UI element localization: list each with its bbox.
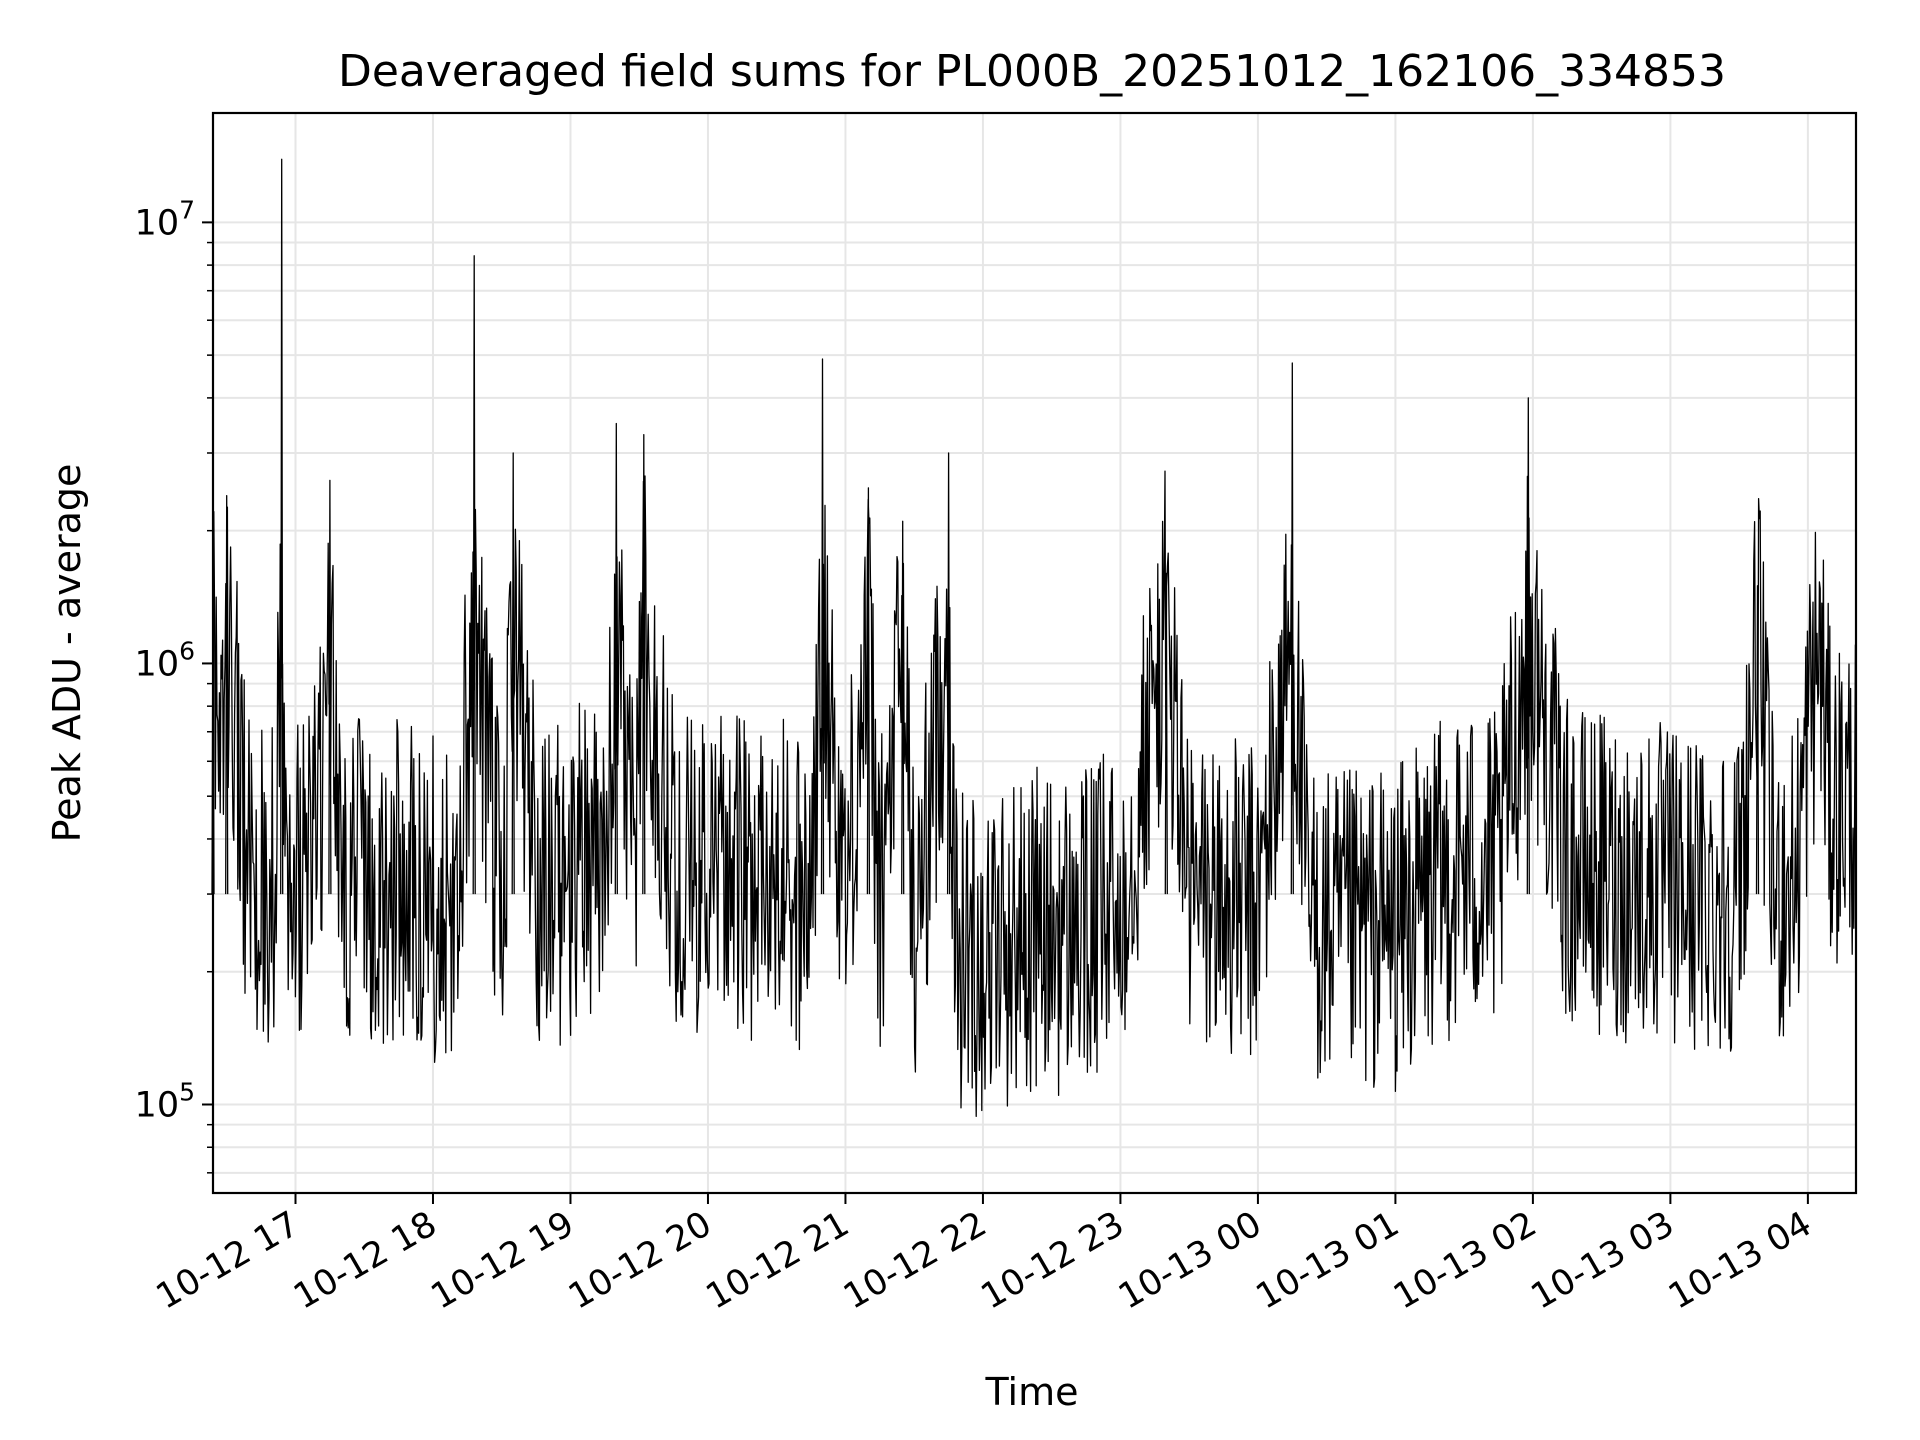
x-tick-label: 10-12 20 xyxy=(562,1204,718,1317)
x-tick-label: 10-13 00 xyxy=(1112,1204,1268,1317)
y-axis-label: Peak ADU - average xyxy=(45,464,89,843)
x-tick-label: 10-12 18 xyxy=(287,1204,443,1317)
x-tick-label: 10-13 03 xyxy=(1525,1204,1681,1317)
y-tick-label: 106 xyxy=(135,636,195,684)
x-tick-label: 10-13 04 xyxy=(1662,1204,1818,1317)
x-tick-label: 10-13 01 xyxy=(1250,1204,1406,1317)
chart-title: Deaveraged field sums for PL000B_2025101… xyxy=(338,46,1726,97)
x-tick-label: 10-12 17 xyxy=(150,1204,306,1317)
series-line xyxy=(211,158,1857,1118)
x-axis-label: Time xyxy=(985,1370,1079,1414)
x-tick-label: 10-13 02 xyxy=(1387,1204,1543,1317)
y-tick-label: 107 xyxy=(135,195,195,243)
x-tick-label: 10-12 22 xyxy=(837,1204,993,1317)
x-tick-label: 10-12 21 xyxy=(700,1204,856,1317)
y-tick-label: 105 xyxy=(135,1077,195,1125)
y-axis-ticks: 105 106 107 xyxy=(135,195,213,1174)
x-tick-label: 10-12 23 xyxy=(975,1204,1131,1317)
grid xyxy=(213,113,1856,1193)
x-tick-label: 10-12 19 xyxy=(425,1204,581,1317)
plot-frame xyxy=(211,111,1858,1195)
